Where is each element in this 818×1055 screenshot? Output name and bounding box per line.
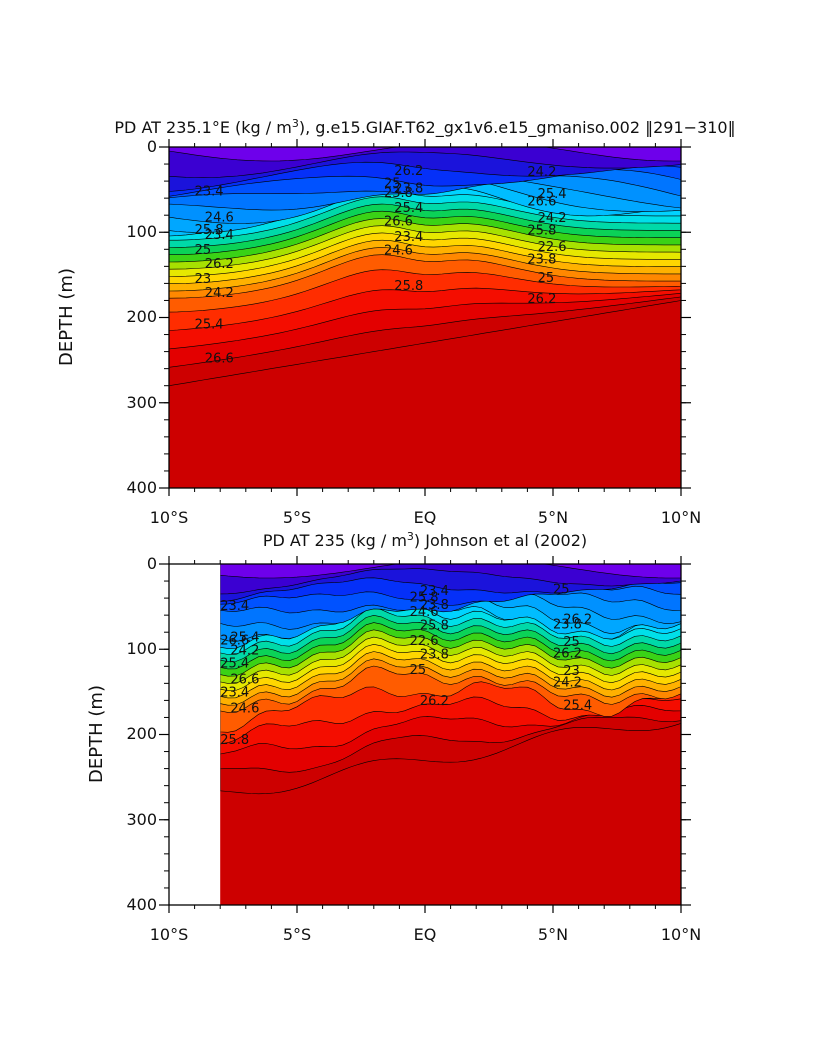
contour-label: 25.8 [394, 279, 423, 294]
y-tick: 400 [126, 895, 157, 914]
y-tick: 200 [126, 724, 157, 743]
y-tick: 200 [126, 307, 157, 326]
axis-ticks [159, 139, 691, 496]
contour-label: 26.2 [553, 647, 582, 662]
x-tick: 5°S [283, 508, 311, 527]
x-tick: 10°S [150, 508, 189, 527]
density-band [219, 564, 681, 579]
contour-label: 26.6 [205, 351, 234, 366]
contour-label: 25.8 [410, 590, 439, 605]
contour-label: 25.4 [563, 698, 592, 713]
contour-label: 25 [538, 271, 555, 286]
contour-label: 26.2 [563, 612, 592, 627]
contour-label: 26.6 [230, 673, 259, 688]
contour-label: 24.6 [410, 605, 439, 620]
y-axis-label: DEPTH (m) [86, 685, 107, 783]
contour-label: 25.8 [195, 223, 224, 238]
contour-label: 23.4 [220, 685, 249, 700]
contour-label: 24.6 [384, 244, 413, 259]
contour-label: 24.2 [538, 211, 567, 226]
contour-label: 25 [384, 176, 401, 191]
contour-label: 25 [195, 243, 212, 258]
contour-label: 25.4 [230, 630, 259, 645]
y-tick: 300 [126, 810, 157, 829]
contour-label: 25.8 [420, 619, 449, 634]
density-band [169, 147, 681, 162]
y-tick: 100 [126, 222, 157, 241]
contour-label: 26.6 [384, 215, 413, 230]
density-field [169, 564, 681, 905]
contour-label: 26.2 [420, 694, 449, 709]
panel-observed: PD AT 235 (kg / m3) Johnson et al (2002)… [86, 530, 701, 944]
contour-label: 25.8 [527, 223, 556, 238]
contour-label: 23.8 [384, 186, 413, 201]
y-tick: 400 [126, 478, 157, 497]
contour-label: 23.4 [394, 230, 423, 245]
contour-label: 23.4 [205, 228, 234, 243]
contour-label: 25.8 [220, 733, 249, 748]
contour-label: 25.4 [220, 656, 249, 671]
x-tick: 10°N [661, 508, 701, 527]
y-axis-label: DEPTH (m) [56, 268, 77, 366]
density-field [169, 147, 681, 488]
contour-label: 23.8 [420, 598, 449, 613]
axis-ticks [159, 556, 691, 913]
contour-label: 23.4 [420, 584, 449, 599]
contour-label: 23.8 [527, 252, 556, 267]
y-tick: 0 [147, 554, 157, 573]
contour-label: 23.8 [553, 618, 582, 633]
no-data-region [169, 564, 221, 905]
y-tick: 300 [126, 393, 157, 412]
contour-label: 25 [553, 583, 570, 598]
contour-labels: 23.4 23.82525.425.826.226.623.423.824.224… [220, 583, 592, 748]
contour-label: 22.6 [538, 240, 567, 255]
contour-labels: 23.4 23.824.224.62525.425.826.226.623.423… [195, 164, 567, 366]
contour-label: 23 [195, 272, 212, 287]
contour-label: 26.2 [527, 292, 556, 307]
contour-label: 23.8 [394, 181, 423, 196]
contour-label: 24.2 [553, 676, 582, 691]
contour-label: 24.2 [527, 165, 556, 180]
contour-label: 26.6 [527, 194, 556, 209]
contour-label: 26.2 [394, 164, 423, 179]
contour-label: 23.4 [195, 185, 224, 200]
x-tick: 5°S [283, 925, 311, 944]
contour-label: 24.6 [205, 211, 234, 226]
contour-label: 23.8 [420, 648, 449, 663]
contour-label: 25.4 [394, 201, 423, 216]
contour-label: 24.2 [230, 644, 259, 659]
x-tick: 5°N [538, 925, 568, 944]
x-tick: EQ [414, 925, 437, 944]
contour-label: 25.4 [195, 318, 224, 333]
x-tick: 5°N [538, 508, 568, 527]
contour-label: 23 [563, 664, 580, 679]
panel-model: PD AT 235.1°E (kg / m3), g.e15.GIAF.T62_… [56, 117, 736, 527]
x-tick: 10°S [150, 925, 189, 944]
contour-label: 24.2 [205, 286, 234, 301]
panel-title: PD AT 235.1°E (kg / m3), g.e15.GIAF.T62_… [114, 117, 735, 138]
contour-label: 24.6 [230, 702, 259, 717]
y-tick: 100 [126, 639, 157, 658]
contour-label: 22.6 [410, 634, 439, 649]
contour-label: 25 [410, 663, 427, 678]
contour-label: 26.2 [205, 257, 234, 272]
panel-title: PD AT 235 (kg / m3) Johnson et al (2002) [263, 530, 587, 550]
contour-label: 23.4 [220, 599, 249, 614]
y-tick: 0 [147, 137, 157, 156]
x-tick: EQ [414, 508, 437, 527]
contour-label: 25.4 [538, 187, 567, 202]
contour-label: 25 [563, 635, 580, 650]
x-tick: 10°N [661, 925, 701, 944]
contour-label: 26.6 [220, 634, 249, 649]
